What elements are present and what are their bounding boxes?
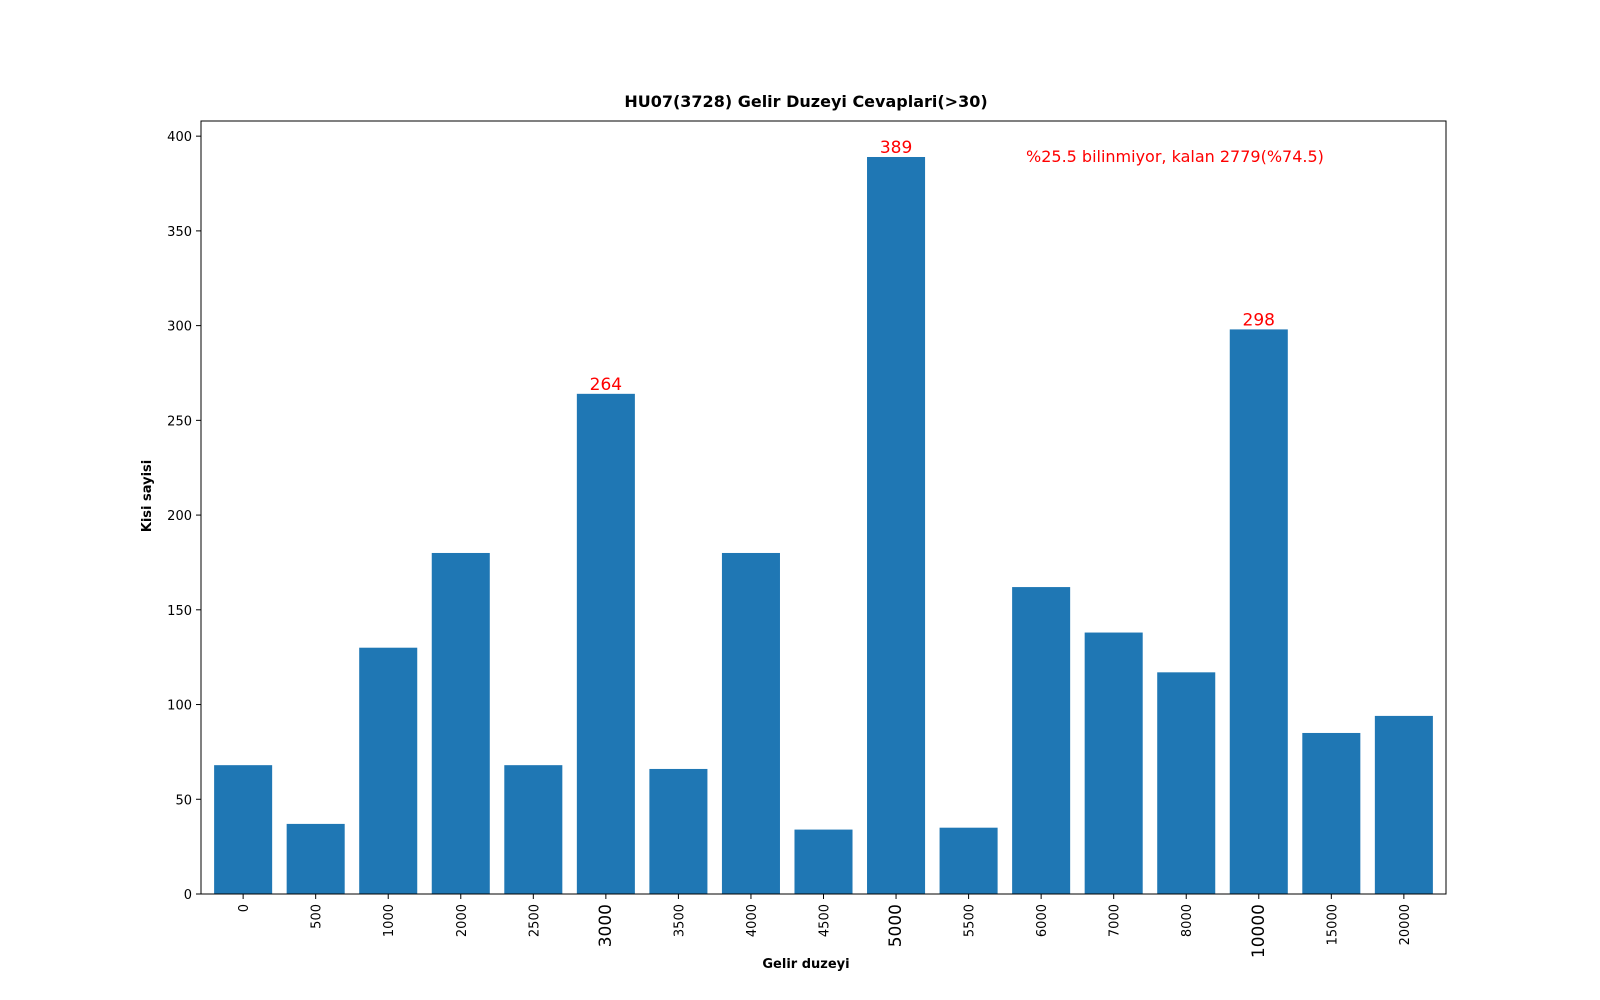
x-tick-label-2000: 2000: [455, 904, 470, 937]
y-tick-label-350: 350: [167, 225, 192, 240]
bar-value-labels: 264 389 298: [590, 138, 1275, 395]
bar-3000: [576, 393, 635, 894]
x-tick-label-3500: 3500: [672, 904, 687, 937]
bar-7000: [1084, 632, 1143, 894]
bar-15000: [1302, 732, 1361, 894]
bar-0: [214, 765, 273, 894]
chart-title: HU07(3728) Gelir Duzeyi Cevaplari(>30): [624, 92, 987, 111]
x-axis-title: Gelir duzeyi: [762, 957, 849, 972]
x-tick-label-0: 0: [237, 904, 252, 912]
bar-4000: [721, 552, 780, 894]
y-tick-label-300: 300: [167, 320, 192, 335]
x-axis-ticks: 0 500 1000 2000 2500 3000 3500 4000 4500 5000 5500…: [237, 894, 1413, 958]
x-tick-label-8000: 8000: [1180, 904, 1195, 937]
x-tick-label-1000: 1000: [382, 904, 397, 937]
bar-value-label-3000: 264: [590, 375, 622, 395]
x-tick-label-500: 500: [310, 904, 325, 929]
x-tick-label-10000: 10000: [1249, 904, 1269, 958]
bar-value-label-5000: 389: [880, 138, 912, 158]
x-tick-label-5000: 5000: [886, 904, 906, 947]
bar-5000: [867, 156, 926, 894]
bar-2000: [431, 552, 490, 894]
bar-5500: [939, 827, 998, 894]
y-tick-label-100: 100: [167, 699, 192, 714]
y-tick-label-150: 150: [167, 604, 192, 619]
y-tick-label-200: 200: [167, 509, 192, 524]
bar-10000: [1229, 329, 1288, 894]
y-tick-label-50: 50: [175, 793, 192, 808]
x-tick-label-4000: 4000: [745, 904, 760, 937]
y-tick-label-250: 250: [167, 414, 192, 429]
bar-value-label-10000: 298: [1243, 310, 1275, 330]
x-tick-label-3000: 3000: [596, 904, 616, 947]
bars-group: [214, 156, 1433, 894]
y-axis-title: Kisi sayisi: [140, 460, 155, 532]
x-tick-label-6000: 6000: [1035, 904, 1050, 937]
x-tick-label-2500: 2500: [527, 904, 542, 937]
unknown-share-annotation: %25.5 bilinmiyor, kalan 2779(%74.5): [1026, 147, 1324, 166]
bar-8000: [1157, 672, 1216, 894]
bar-20000: [1374, 715, 1433, 894]
bar-6000: [1012, 587, 1071, 894]
x-tick-label-20000: 20000: [1398, 904, 1413, 945]
bar-1000: [359, 647, 418, 894]
bar-2500: [504, 765, 563, 894]
bar-500: [286, 823, 345, 894]
y-tick-label-0: 0: [184, 888, 192, 903]
x-tick-label-7000: 7000: [1108, 904, 1123, 937]
bar-4500: [794, 829, 853, 894]
bar-3500: [649, 768, 708, 894]
y-axis-ticks: 0 50 100 150 200 250 300 350 400: [167, 130, 201, 903]
x-tick-label-15000: 15000: [1325, 904, 1340, 945]
x-tick-label-4500: 4500: [818, 904, 833, 937]
plot-frame: [200, 120, 1447, 895]
y-tick-label-400: 400: [167, 130, 192, 145]
x-tick-label-5500: 5500: [963, 904, 978, 937]
